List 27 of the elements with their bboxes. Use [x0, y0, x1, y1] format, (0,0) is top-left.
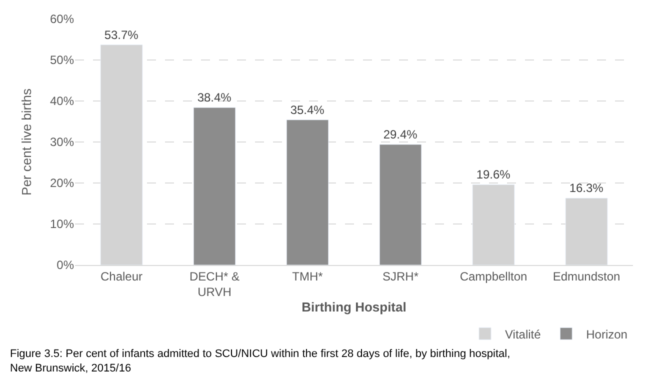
x-tick-label: Edmundston — [552, 269, 620, 284]
text: 16.3% — [569, 181, 604, 196]
text: 53.7% — [104, 28, 138, 42]
y-tick-label: 50% — [50, 53, 74, 68]
x-tick-label: Campbellton — [460, 269, 528, 284]
x-tick-label: Chaleur — [100, 269, 143, 284]
legend-label: Vitalité — [505, 327, 542, 342]
y-tick-label: 30% — [50, 135, 74, 150]
legend-label: Horizon — [586, 327, 628, 342]
y-tick-label: 0% — [56, 258, 74, 272]
bar — [193, 107, 236, 265]
y-tick-label: 40% — [50, 94, 74, 108]
y-axis-title: Per cent live births — [18, 88, 34, 196]
x-axis-title: Birthing Hospital — [302, 300, 406, 315]
y-tick-label: 20% — [50, 176, 74, 190]
x-tick-label: DECH* & URVH — [189, 269, 240, 299]
x-tick-label: TMH* — [292, 269, 324, 284]
text: 19.6% — [476, 168, 510, 182]
caption: Figure 3.5: Per cent of infants admitted to SCU/NICU within the first 28 days of life, by birthing hospital, New Brunswick, 2015/16 — [10, 348, 510, 374]
text: 38.4% — [197, 90, 232, 105]
y-tick-label: 60% — [50, 12, 74, 26]
bar — [379, 144, 422, 265]
x-tick-label: SJRH* — [382, 269, 419, 284]
y-tick-label: 10% — [50, 217, 74, 232]
text: 35.4% — [290, 102, 324, 117]
text: 29.4% — [383, 127, 418, 142]
bar — [286, 120, 329, 265]
